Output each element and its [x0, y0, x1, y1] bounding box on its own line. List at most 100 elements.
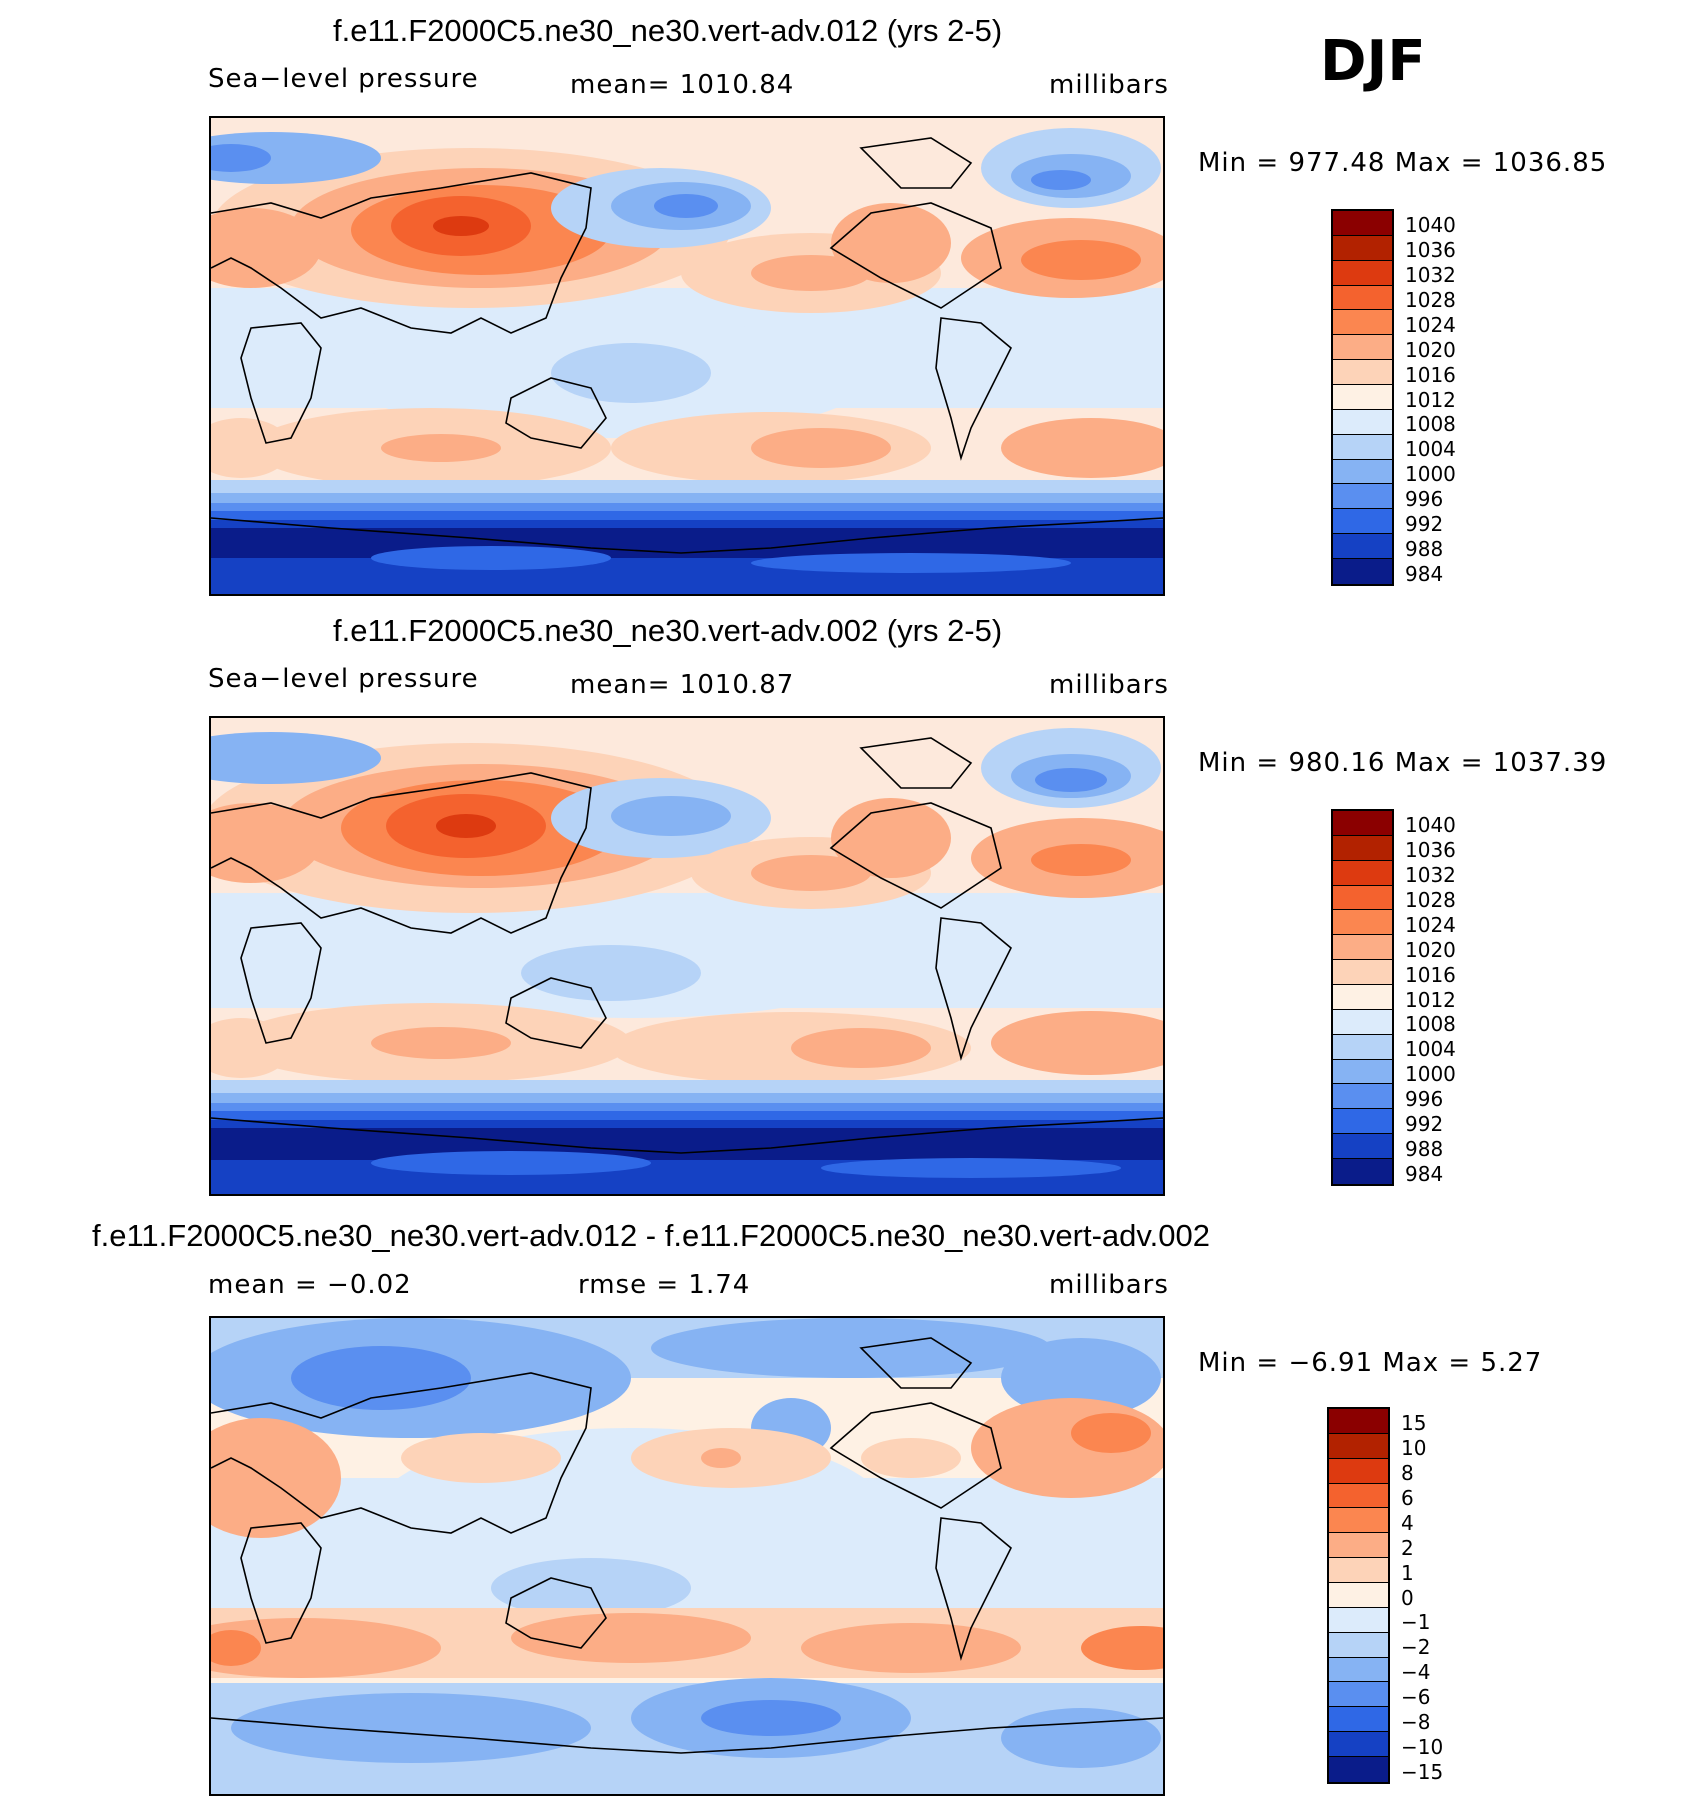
- colorbar-swatch: [1333, 285, 1392, 311]
- colorbar-level-label: 1000: [1405, 462, 1456, 487]
- colorbar-level-label: 6: [1401, 1486, 1414, 1511]
- colorbar-level-label: 1020: [1405, 937, 1456, 962]
- colorbar-level-label: −1: [1401, 1610, 1431, 1635]
- colorbar-swatch: [1333, 1084, 1392, 1110]
- colorbar-level-label: 1024: [1405, 312, 1456, 337]
- panel-2-map-field: [211, 718, 1163, 1194]
- panel-1-variable-label: Sea−level pressure: [208, 64, 479, 94]
- colorbar-swatch: [1329, 1757, 1388, 1782]
- colorbar-level-label: 992: [1405, 1111, 1444, 1136]
- colorbar-swatch: [1329, 1458, 1388, 1484]
- colorbar-level-label: 1008: [1405, 412, 1456, 437]
- colorbar-level-label: 1036: [1405, 238, 1456, 263]
- colorbar-level-label: 1016: [1405, 962, 1456, 987]
- colorbar-level-label: 1036: [1405, 838, 1456, 863]
- colorbar-swatch: [1333, 1009, 1392, 1035]
- panel-3-mean-label: mean = −0.02: [208, 1270, 412, 1300]
- colorbar-level-label: 8: [1401, 1461, 1414, 1486]
- colorbar-level-label: 984: [1405, 561, 1444, 586]
- colorbar-swatch: [1329, 1533, 1388, 1559]
- colorbar-level-label: −2: [1401, 1635, 1431, 1660]
- panel-2-map: [209, 716, 1165, 1196]
- panel-1-colorbar: [1331, 209, 1394, 586]
- colorbar-level-label: 988: [1405, 536, 1444, 561]
- colorbar-swatch: [1333, 260, 1392, 286]
- colorbar-level-label: 1012: [1405, 387, 1456, 412]
- panel-1-minmax: Min = 977.48 Max = 1036.85: [1198, 148, 1608, 178]
- panel-3-units-label: millibars: [1049, 1270, 1169, 1300]
- colorbar-swatch: [1333, 885, 1392, 911]
- colorbar-level-label: −8: [1401, 1709, 1431, 1734]
- colorbar-swatch: [1329, 1732, 1388, 1758]
- colorbar-swatch: [1329, 1583, 1388, 1608]
- panel-2-variable-label: Sea−level pressure: [208, 664, 479, 694]
- panel-3-title: f.e11.F2000C5.ne30_ne30.vert-adv.012 - f…: [92, 1218, 1210, 1253]
- colorbar-level-label: 1000: [1405, 1062, 1456, 1087]
- colorbar-swatch: [1333, 409, 1392, 435]
- colorbar-level-label: 1032: [1405, 863, 1456, 888]
- colorbar-swatch: [1329, 1508, 1388, 1534]
- colorbar-level-label: 996: [1405, 1086, 1444, 1111]
- panel-2-colorbar-labels: 1040 1036 1032 1028 1024 1020 1016 1012 1008 1004…: [1331, 809, 1471, 1183]
- colorbar-level-label: 1028: [1405, 888, 1456, 913]
- colorbar-swatch: [1333, 385, 1392, 410]
- panel-2-minmax: Min = 980.16 Max = 1037.39: [1198, 748, 1608, 778]
- colorbar-swatch: [1333, 935, 1392, 961]
- colorbar-swatch: [1329, 1433, 1388, 1459]
- colorbar-swatch: [1329, 1558, 1388, 1584]
- panel-3-colorbar: [1327, 1407, 1390, 1784]
- colorbar-level-label: 1040: [1405, 813, 1456, 838]
- panel-3-map: [209, 1316, 1165, 1796]
- colorbar-level-label: −4: [1401, 1660, 1431, 1685]
- colorbar-swatch: [1329, 1483, 1388, 1509]
- colorbar-level-label: 1040: [1405, 213, 1456, 238]
- colorbar-swatch: [1329, 1657, 1388, 1683]
- colorbar-level-label: 1016: [1405, 362, 1456, 387]
- panel-3-rmse-label: rmse = 1.74: [578, 1270, 751, 1300]
- colorbar-swatch: [1333, 484, 1392, 510]
- colorbar-level-label: −15: [1401, 1759, 1444, 1784]
- colorbar-level-label: 4: [1401, 1510, 1414, 1535]
- colorbar-level-label: 1028: [1405, 288, 1456, 313]
- colorbar-swatch: [1329, 1607, 1388, 1633]
- colorbar-swatch: [1329, 1682, 1388, 1708]
- colorbar-swatch: [1329, 1632, 1388, 1658]
- colorbar-level-label: 1004: [1405, 437, 1456, 462]
- colorbar-swatch: [1333, 360, 1392, 386]
- colorbar-level-label: −10: [1401, 1734, 1444, 1759]
- colorbar-swatch: [1333, 960, 1392, 986]
- colorbar-swatch: [1333, 860, 1392, 886]
- colorbar-level-label: 1024: [1405, 912, 1456, 937]
- panel-2-mean-label: mean= 1010.87: [570, 670, 795, 700]
- colorbar-swatch: [1333, 1134, 1392, 1160]
- panel-1-map-field: [211, 118, 1163, 594]
- colorbar-level-label: 1032: [1405, 263, 1456, 288]
- panel-1-colorbar-labels: 1040 1036 1032 1028 1024 1020 1016 1012 1008 1004…: [1331, 209, 1471, 586]
- colorbar-swatch: [1333, 1159, 1392, 1184]
- colorbar-level-label: 1004: [1405, 1037, 1456, 1062]
- panel-2-colorbar: [1331, 809, 1394, 1186]
- colorbar-swatch: [1333, 1059, 1392, 1085]
- panel-1-mean-label: mean= 1010.84: [570, 70, 795, 100]
- colorbar-swatch: [1333, 534, 1392, 560]
- colorbar-level-label: 0: [1401, 1585, 1414, 1610]
- colorbar-swatch: [1333, 459, 1392, 485]
- colorbar-level-label: 988: [1405, 1136, 1444, 1161]
- colorbar-swatch: [1333, 835, 1392, 861]
- colorbar-swatch: [1333, 1109, 1392, 1135]
- colorbar-swatch: [1333, 310, 1392, 336]
- panel-2-title: f.e11.F2000C5.ne30_ne30.vert-adv.002 (yr…: [333, 613, 1003, 648]
- colorbar-swatch: [1333, 559, 1392, 584]
- colorbar-swatch: [1333, 509, 1392, 535]
- colorbar-swatch: [1333, 335, 1392, 361]
- panel-2-units-label: millibars: [1049, 670, 1169, 700]
- season-label: DJF: [1320, 29, 1426, 94]
- panel-3-colorbar-labels: 15 10 8 6 4 2 1 0 −1 −2 −4 −6 −8 −10 −15: [1327, 1407, 1467, 1784]
- colorbar-level-label: 1012: [1405, 987, 1456, 1012]
- panel-3-minmax: Min = −6.91 Max = 5.27: [1198, 1348, 1543, 1378]
- colorbar-swatch: [1333, 434, 1392, 460]
- colorbar-level-label: 2: [1401, 1535, 1414, 1560]
- colorbar-level-label: 1: [1401, 1560, 1414, 1585]
- colorbar-swatch: [1333, 910, 1392, 936]
- colorbar-swatch: [1329, 1707, 1388, 1733]
